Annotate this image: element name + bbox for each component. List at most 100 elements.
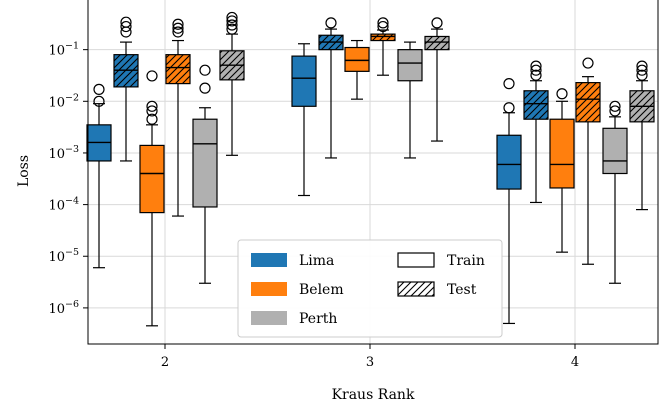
outlier-point [530, 60, 542, 72]
y-tick-label: 10−1 [48, 41, 79, 59]
legend-swatch-train-fill [398, 253, 434, 267]
box-outline [549, 118, 575, 189]
box-2-belem-train [139, 70, 165, 327]
box-outline [165, 54, 191, 85]
outlier-point [556, 88, 568, 100]
legend-swatch-lima [251, 253, 287, 267]
y-tick-label: 10−4 [48, 196, 79, 214]
legend-swatch-test [397, 281, 435, 297]
box-outline [602, 127, 628, 175]
box-hatch [576, 82, 600, 122]
y-tick-label: 10−3 [48, 144, 79, 162]
outlier-point [120, 16, 132, 28]
y-axis-ticks: 10−6 10−5 10−4 10−3 10−2 10−1 [48, 41, 88, 317]
box-3-perth-test [424, 17, 450, 142]
boxes [86, 11, 655, 327]
legend-swatch-test-hatch [398, 282, 434, 296]
legend-label-lima: Lima [299, 253, 334, 269]
legend-label-perth: Perth [299, 311, 337, 327]
box-outline [575, 82, 601, 123]
box-3-belem-train [344, 39, 370, 100]
outlier-point [146, 105, 158, 117]
y-tick-label: 10−2 [48, 92, 79, 110]
outlier-point [120, 20, 132, 33]
outlier-point [503, 78, 515, 90]
outlier-point [146, 113, 158, 125]
grid-lines [88, 0, 658, 344]
box-outline [192, 118, 218, 208]
outlier-point [636, 64, 648, 76]
box-outline [397, 49, 423, 82]
outlier-point [146, 100, 158, 112]
x-tick-label: 2 [161, 355, 169, 370]
box-outline [370, 33, 396, 42]
box-hatch [524, 90, 548, 120]
box-3-lima-test [318, 17, 344, 159]
box-4-perth-test [629, 60, 655, 211]
legend-swatch-belem [251, 282, 287, 296]
outlier-point [226, 11, 238, 24]
legend-swatch-perth [251, 311, 287, 325]
box-2-perth-train [192, 64, 218, 284]
box-body [140, 145, 164, 213]
box-4-perth-train [602, 100, 628, 284]
box-hatch [166, 54, 190, 84]
box-3-perth-train [397, 41, 423, 159]
outlier-point [609, 100, 621, 112]
outlier-point [377, 20, 389, 33]
outlier-point [172, 22, 184, 34]
outlier-point [226, 23, 238, 35]
outlier-point [226, 15, 238, 27]
x-axis-ticks: 2 3 4 [161, 344, 579, 370]
legend: Lima Belem Perth Train Test [237, 239, 503, 338]
box-2-belem-test [165, 18, 191, 217]
box-3-belem-test [370, 17, 396, 76]
legend-label-belem: Belem [299, 282, 344, 298]
x-tick-label: 3 [366, 355, 374, 370]
outlier-point [530, 64, 542, 76]
y-tick-label: 10−6 [48, 299, 79, 317]
box-body [398, 49, 422, 81]
outlier-point [325, 17, 337, 29]
box-3-lima-train [291, 43, 317, 197]
box-hatch [371, 34, 395, 41]
box-body [345, 47, 369, 72]
box-2-perth-test [219, 11, 245, 156]
y-tick-label: 10−5 [48, 247, 79, 265]
outlier-point [530, 69, 542, 81]
outlier-point [146, 70, 158, 82]
outlier-point [172, 26, 184, 38]
box-outline [344, 46, 370, 72]
plot-frame [87, 0, 659, 345]
outlier-point [199, 64, 211, 76]
legend-box [237, 239, 503, 338]
outlier-point [636, 60, 648, 72]
outlier-point [93, 83, 105, 95]
box-body [193, 119, 217, 207]
box-4-lima-test [523, 60, 549, 204]
outlier-point [377, 17, 389, 29]
box-4-belem-test [575, 57, 601, 265]
y-axis-label: Loss [16, 155, 32, 187]
box-outline [523, 90, 549, 120]
box-body [497, 135, 521, 190]
box-2-lima-test [113, 16, 139, 162]
outlier-point [431, 17, 443, 29]
legend-swatch-train [397, 252, 435, 268]
legend-label-test: Test [447, 282, 477, 298]
box-2-lima-train [86, 83, 112, 269]
box-outline [496, 134, 522, 190]
box-hatch [425, 36, 449, 50]
outlier-point [199, 82, 211, 94]
outlier-point [93, 95, 105, 107]
box-outline [139, 144, 165, 214]
outlier-point [172, 18, 184, 30]
box-outline [291, 55, 317, 107]
box-4-belem-train [549, 88, 575, 253]
box-body [292, 56, 316, 107]
box-body [550, 119, 574, 188]
outlier-point [503, 102, 515, 114]
x-axis-label: Kraus Rank [332, 387, 415, 403]
